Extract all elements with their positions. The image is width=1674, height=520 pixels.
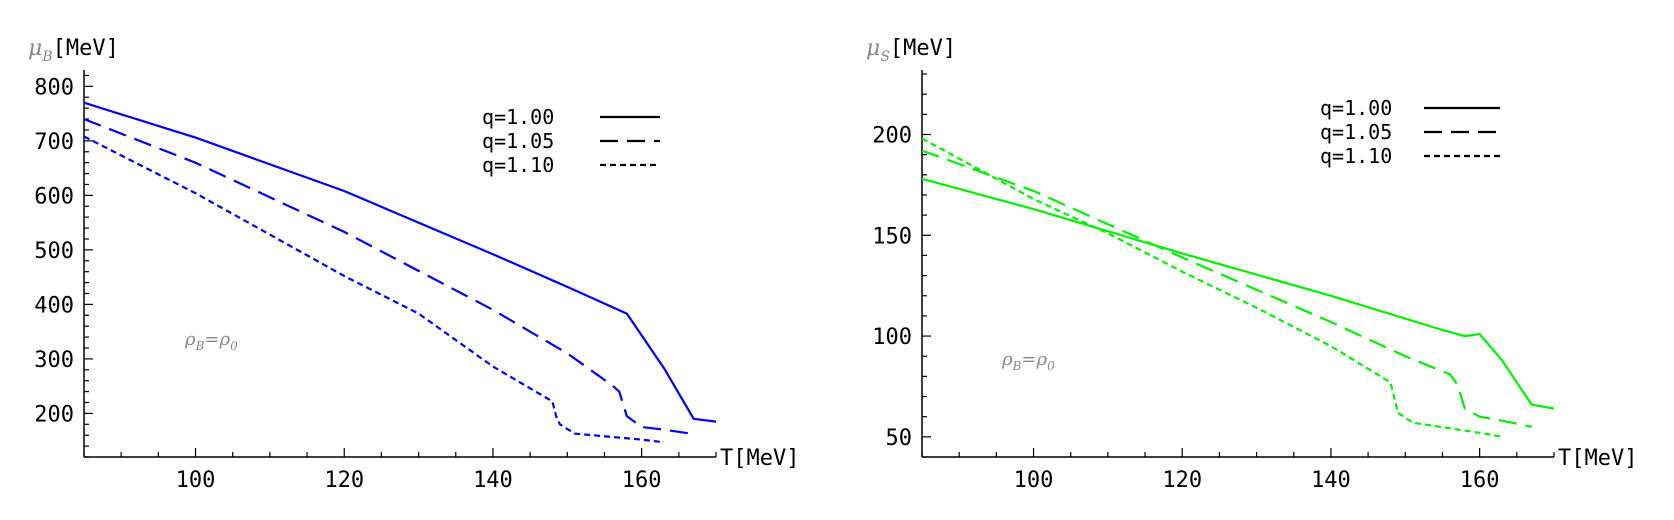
x-tick-label: 100 bbox=[176, 468, 216, 493]
y-tick-label: 700 bbox=[34, 130, 74, 155]
series-line-q=1.05 bbox=[921, 149, 1532, 428]
y-tick-label: 400 bbox=[34, 293, 74, 318]
legend-label: q=1.00 bbox=[1320, 96, 1392, 120]
chart-panel-2: 100 120 140 160 50 100 150 200 μS[MeV] T[MeV] ρB=ρ… bbox=[866, 36, 1637, 493]
series-line-q=1.00 bbox=[83, 101, 717, 423]
y-axis-title: μS[MeV] bbox=[866, 36, 956, 65]
series-line-q=1.10 bbox=[83, 135, 665, 444]
y-tick-label: 50 bbox=[886, 426, 913, 451]
legend-label: q=1.05 bbox=[1320, 120, 1392, 144]
y-tick-label: 500 bbox=[34, 239, 74, 264]
x-tick-label: 120 bbox=[324, 468, 364, 493]
series-line-q=1.05 bbox=[83, 118, 694, 436]
series-line-q=1.10 bbox=[921, 137, 1503, 438]
x-axis-title: T[MeV] bbox=[1558, 446, 1637, 471]
x-tick-label: 140 bbox=[1311, 468, 1351, 493]
x-tick-label: 160 bbox=[622, 468, 662, 493]
y-tick-label: 150 bbox=[872, 224, 912, 249]
x-tick-label: 140 bbox=[473, 468, 513, 493]
legend-label: q=1.10 bbox=[1320, 144, 1392, 168]
chart-panel-1: 100 120 140 160 200 300 400 500 600 700 800 μB[MeV]… bbox=[28, 36, 799, 493]
y-tick-label: 100 bbox=[872, 325, 912, 350]
y-tick-label: 300 bbox=[34, 348, 74, 373]
y-axis-title: μB[MeV] bbox=[28, 36, 119, 65]
x-tick-label: 160 bbox=[1460, 468, 1500, 493]
series-line-q=1.00 bbox=[921, 177, 1555, 410]
x-tick-label: 100 bbox=[1014, 468, 1054, 493]
y-tick-label: 600 bbox=[34, 184, 74, 209]
x-tick-label: 120 bbox=[1162, 468, 1202, 493]
y-tick-label: 800 bbox=[34, 75, 74, 100]
legend-label: q=1.05 bbox=[482, 129, 554, 153]
x-axis-title: T[MeV] bbox=[720, 446, 799, 471]
y-tick-label: 200 bbox=[872, 124, 912, 149]
legend-label: q=1.10 bbox=[482, 153, 554, 177]
density-annotation: ρB=ρ0 bbox=[184, 329, 238, 353]
density-annotation: ρB=ρ0 bbox=[1001, 349, 1055, 373]
legend-label: q=1.00 bbox=[482, 105, 554, 129]
y-tick-label: 200 bbox=[34, 402, 74, 427]
